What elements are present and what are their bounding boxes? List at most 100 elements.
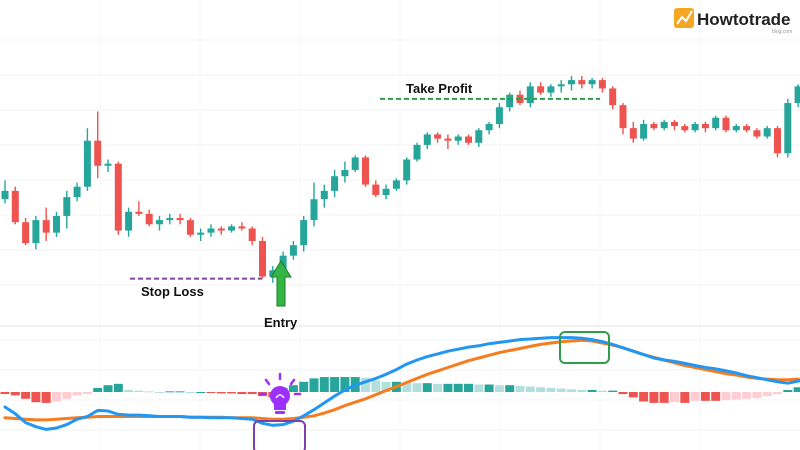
candle-bear (465, 136, 472, 143)
histogram-bar (206, 392, 216, 393)
histogram-bar (721, 392, 731, 401)
candle-bull (32, 220, 40, 244)
candle-bear (238, 226, 246, 229)
candle-bull (382, 188, 390, 196)
histogram-bar (82, 392, 92, 395)
histogram-bar (752, 392, 762, 399)
histogram-bar (299, 381, 309, 392)
histogram-bar (731, 392, 741, 400)
take-profit-label: Take Profit (406, 81, 473, 96)
candle-bull (526, 86, 534, 104)
histogram-bar (464, 383, 473, 392)
histogram-bar (155, 392, 164, 393)
candle-bear (598, 80, 606, 89)
histogram-bar (113, 383, 123, 392)
candle-bull (104, 163, 112, 166)
candle-bear (186, 220, 194, 235)
histogram-bar (711, 392, 721, 401)
histogram-bar (381, 381, 391, 392)
histogram-bar (165, 391, 175, 393)
candle-bear (743, 126, 751, 131)
candle-bull (341, 169, 349, 177)
candle-bear (22, 222, 30, 244)
candle-bear (681, 126, 689, 131)
candle-bull (712, 117, 720, 129)
histogram-bar (556, 388, 566, 392)
histogram-bar (124, 389, 134, 392)
candle-bull (1, 190, 9, 200)
histogram-bar (144, 391, 154, 393)
candle-bull (166, 218, 174, 221)
histogram-bar (340, 377, 350, 392)
candle-bear (537, 86, 545, 93)
histogram-bar (433, 383, 443, 392)
histogram-bar (185, 392, 195, 393)
candle-bull (732, 126, 740, 131)
candle-bear (753, 130, 761, 137)
histogram-bar (567, 389, 576, 392)
histogram-bar (742, 392, 752, 399)
price-candles (1, 75, 800, 283)
candle-bull (310, 199, 318, 221)
histogram-bar (494, 385, 504, 392)
candle-bear (176, 218, 184, 221)
candle-bull (454, 136, 462, 141)
candle-bull (73, 186, 81, 198)
histogram-bar (618, 392, 628, 395)
histogram-bar (577, 389, 587, 392)
candle-bull (660, 121, 668, 129)
crossover-highlight-box-bottom (253, 420, 306, 450)
candle-bull (413, 144, 421, 160)
histogram-bar (196, 392, 206, 393)
histogram-bar (597, 390, 607, 392)
histogram-bar (72, 392, 82, 396)
candle-bull (289, 245, 297, 256)
entry-label: Entry (264, 315, 298, 330)
macd-line (3, 336, 800, 431)
histogram-bar (690, 392, 700, 401)
candle-bear (114, 163, 122, 231)
histogram-bar (237, 392, 247, 395)
candle-bull (197, 232, 205, 235)
candle-bear (629, 128, 637, 139)
candle-bull (495, 107, 503, 124)
crossover-highlight-box-top (559, 331, 610, 364)
histogram-bar (330, 377, 340, 392)
candle-bull (63, 197, 71, 216)
candle-bull (83, 140, 91, 187)
histogram-bar (525, 386, 535, 392)
candle-bull (506, 94, 514, 108)
histogram-bar (134, 390, 144, 392)
histogram-bar (515, 385, 525, 392)
brand-logo: Howtotrade blog.com (674, 8, 792, 35)
histogram-bar (227, 392, 237, 394)
candle-bull (485, 123, 493, 131)
candle-bull (403, 159, 411, 181)
histogram-bar (10, 392, 20, 396)
histogram-bar (773, 392, 782, 395)
chart-trend-icon (676, 10, 693, 25)
histogram-bar (505, 385, 515, 392)
histogram-bar (628, 392, 638, 398)
histogram-bar (587, 389, 597, 392)
histogram-bar (31, 392, 41, 403)
histogram-bar (62, 392, 72, 399)
histogram-bar (21, 392, 31, 399)
candle-bull (125, 211, 133, 231)
candle-bear (650, 123, 658, 129)
histogram-bar (175, 391, 185, 393)
histogram-bar (453, 383, 463, 392)
histogram-bar (216, 392, 226, 394)
candle-bull (588, 80, 596, 85)
candle-bull (320, 190, 328, 200)
histogram-bar (659, 392, 669, 403)
candle-bull (691, 123, 699, 131)
histogram-bar (649, 392, 659, 403)
logo-text: Howtotrade (697, 10, 791, 29)
up-arrow-icon (270, 260, 292, 307)
candle-bear (774, 128, 781, 154)
candle-bear (701, 123, 709, 129)
candle-bear (578, 80, 586, 85)
candle-bull (351, 157, 359, 170)
candle-bull (156, 220, 163, 225)
